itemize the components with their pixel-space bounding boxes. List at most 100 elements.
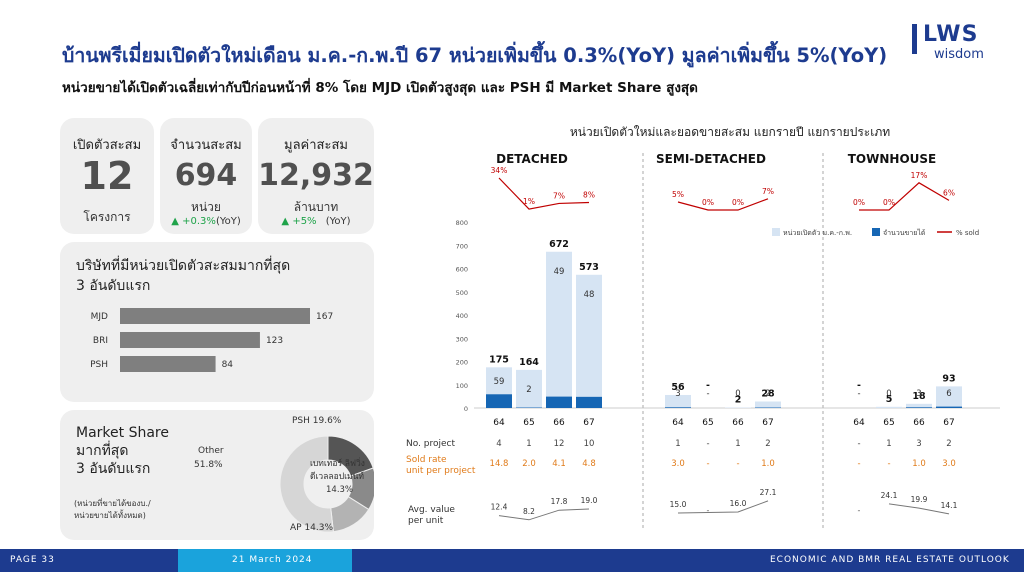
row-label-avg-value: Avg. value — [408, 505, 455, 515]
sold-rate-value: - — [706, 459, 709, 469]
pct-sold-line — [677, 198, 769, 211]
sold-bar — [936, 406, 962, 408]
avg-value-label: 19.9 — [911, 495, 928, 504]
sold-label: 6 — [946, 389, 951, 399]
y-tick-label: 600 — [456, 266, 468, 274]
sold-label: - — [857, 389, 860, 399]
launched-bar — [576, 274, 602, 408]
y-tick-label: 800 — [456, 219, 468, 227]
developer-bar — [120, 308, 310, 324]
developer-value: 123 — [266, 336, 283, 346]
footer-page: PAGE 33 — [10, 555, 55, 565]
kpi-change-suffix: (YoY) — [325, 216, 351, 227]
market-share-title: Market Share มากที่สุด 3 อันดับแรก — [76, 424, 169, 478]
other-label-value: 51.8% — [194, 460, 223, 470]
row-label-sold-rate-2: unit per project — [406, 466, 476, 476]
y-tick-label: 700 — [456, 242, 468, 250]
kpi-card-projects: เปิดตัวสะสม 12 โครงการ — [60, 118, 154, 234]
footer-section: ECONOMIC AND BMR REAL ESTATE OUTLOOK — [770, 555, 1010, 565]
year-label: 66 — [913, 418, 925, 428]
lws-logo: LWS wisdom — [912, 22, 1002, 64]
launched-label: 175 — [489, 354, 509, 365]
launched-bar — [876, 406, 902, 408]
sold-rate-value: 4.8 — [582, 459, 596, 469]
kpi-value: 12,932 — [258, 158, 374, 193]
market-share-card: Market Share มากที่สุด 3 อันดับแรก (หน่ว… — [60, 410, 374, 540]
group-title: TOWNHOUSE — [848, 152, 937, 166]
sold-rate-value: 14.8 — [490, 459, 509, 469]
y-tick-label: 400 — [456, 312, 468, 320]
kpi-label: เปิดตัวสะสม — [72, 138, 142, 153]
top-developers-bar-chart: MJD 167 BRI 123 PSH 84 — [90, 308, 333, 372]
avg-value-label: - — [858, 506, 861, 515]
sold-label: 0 — [735, 389, 740, 399]
no-project-value: 2 — [946, 439, 951, 449]
launched-label: 672 — [549, 239, 569, 250]
logo-main-text: LWS — [923, 22, 979, 47]
developer-bar — [120, 356, 216, 372]
launched-label: 18 — [912, 391, 926, 402]
market-share-donut — [279, 435, 374, 533]
y-tick-label: 100 — [456, 382, 468, 390]
no-project-value: - — [706, 439, 709, 449]
sold-label: 3 — [916, 389, 921, 399]
sold-rate-value: 3.0 — [671, 459, 685, 469]
sold-bar — [546, 396, 572, 408]
year-label: 64 — [853, 418, 865, 428]
sold-rate-value: - — [736, 459, 739, 469]
launched-bar — [906, 403, 932, 408]
kpi-unit: โครงการ — [83, 210, 131, 224]
sold-label: 0 — [886, 389, 891, 399]
developer-name: PSH — [90, 360, 108, 370]
legend-label-launched: หน่วยเปิดตัว ม.ค.-ก.พ. — [783, 229, 852, 237]
psh-label: PSH 19.6% — [292, 416, 342, 426]
group-title: SEMI-DETACHED — [656, 152, 766, 166]
legend-label-pct: % sold — [956, 229, 979, 237]
launched-label: 28 — [761, 388, 775, 399]
sold-label: 59 — [494, 377, 505, 387]
logo-sub-text: wisdom — [934, 47, 984, 62]
kpi-card-value: มูลค่าสะสม 12,932 ล้านบาท ▲ +5% (YoY) — [258, 118, 374, 234]
page-title: บ้านพรีเมี่ยมเปิดตัวใหม่เดือน ม.ค.-ก.พ.ป… — [62, 44, 888, 67]
page-subtitle: หน่วยขายได้เปิดตัวเฉลี่ยเท่ากับปีก่อนหน้… — [62, 80, 698, 96]
launched-bar — [755, 401, 781, 408]
year-label: 66 — [732, 418, 744, 428]
year-label: 65 — [523, 418, 534, 428]
market-share-note-line2: หน่วยขายได้ทั้งหมด) — [74, 511, 146, 520]
no-project-value: 12 — [554, 439, 565, 449]
no-project-value: - — [857, 439, 860, 449]
sold-label: 2 — [765, 389, 770, 399]
row-label-no-project: No. project — [406, 439, 456, 449]
avg-value-line — [677, 500, 769, 514]
y-tick-label: 0 — [464, 405, 468, 413]
sold-bar — [665, 407, 691, 408]
group-title: DETACHED — [496, 152, 568, 166]
pct-sold-label: 8% — [583, 190, 595, 199]
logo-bar — [912, 24, 917, 54]
sold-rate-value: 1.0 — [761, 459, 775, 469]
avg-value-label: 27.1 — [760, 488, 777, 497]
top-developers-card: บริษัทที่มีหน่วยเปิดตัวสะสมมากที่สุด 3 อ… — [60, 242, 374, 402]
no-project-value: 1 — [886, 439, 891, 449]
avg-value-label: 17.8 — [551, 497, 568, 506]
developer-name: MJD — [91, 312, 108, 322]
legend-label-sold: จำนวนขายได้ — [883, 228, 925, 237]
avg-value-label: 15.0 — [670, 500, 687, 509]
sold-label: - — [706, 389, 709, 399]
market-share-title-line3: 3 อันดับแรก — [76, 461, 151, 477]
sold-rate-value: - — [887, 459, 890, 469]
top-developers-title-line2: 3 อันดับแรก — [76, 278, 151, 294]
pct-sold-label: 6% — [943, 188, 955, 197]
pct-sold-label: 0% — [732, 198, 744, 207]
y-tick-label: 300 — [456, 335, 468, 343]
kpi-card-units: จำนวนสะสม 694 หน่วย ▲ +0.3%(YoY) — [160, 118, 252, 234]
no-project-value: 1 — [735, 439, 740, 449]
footer-date: 21 March 2024 — [232, 555, 313, 565]
launched-bar — [936, 386, 962, 408]
avg-value-label: 24.1 — [881, 491, 898, 500]
launched-bar — [516, 369, 542, 408]
kpi-label: จำนวนสะสม — [170, 138, 242, 153]
sold-label: 49 — [554, 267, 565, 277]
year-label: 67 — [583, 418, 594, 428]
